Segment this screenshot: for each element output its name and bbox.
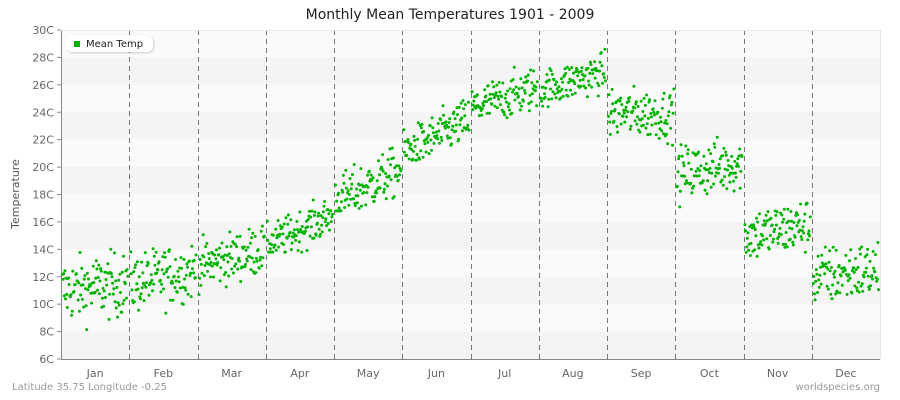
source-credit: worldspecies.org: [795, 382, 880, 393]
x-tick-label: Jul: [497, 367, 511, 380]
y-tick-label: 18C: [32, 189, 54, 202]
x-tick-label: Sep: [631, 367, 652, 380]
x-tick-label: Jan: [86, 367, 104, 380]
legend-label: Mean Temp: [86, 38, 144, 50]
y-tick-label: 6C: [39, 353, 54, 366]
legend: Mean Temp: [66, 36, 154, 52]
x-tick-label: Aug: [562, 367, 583, 380]
x-tick-label: Oct: [700, 367, 720, 380]
coordinates-caption: Latitude 35.75 Longitude -0.25: [12, 382, 167, 393]
x-tick-label: May: [357, 367, 380, 380]
y-axis-ticks: 6C 8C 10C 12C 14C 16C 18C 20C 22C 24C 26C 28C 30C: [32, 24, 61, 366]
x-tick-label: Mar: [221, 367, 242, 380]
chart-title: Monthly Mean Temperatures 1901 - 2009: [305, 7, 595, 23]
y-tick-label: 28C: [32, 51, 54, 64]
x-tick-label: Nov: [767, 367, 789, 380]
axes: [61, 30, 881, 360]
month-dividers: [129, 30, 813, 359]
background-bands: [61, 30, 880, 359]
x-tick-label: Dec: [835, 367, 856, 380]
y-tick-label: 22C: [32, 134, 54, 147]
x-axis-labels: Jan Feb Mar Apr May Jun Jul Aug Sep Oct Nov Dec: [86, 367, 857, 380]
y-tick-label: 14C: [32, 243, 54, 256]
y-tick-label: 20C: [32, 161, 54, 174]
y-tick-label: 16C: [32, 216, 54, 229]
x-tick-label: Apr: [290, 367, 310, 380]
y-tick-label: 24C: [32, 106, 54, 119]
y-axis-label: Temperature: [9, 159, 22, 230]
x-tick-label: Feb: [154, 367, 173, 380]
y-tick-label: 8C: [39, 326, 54, 339]
data-points: [61, 47, 880, 332]
y-tick-label: 26C: [32, 79, 54, 92]
y-tick-label: 30C: [32, 24, 54, 37]
legend-swatch-icon: [74, 41, 80, 47]
y-tick-label: 12C: [32, 271, 54, 284]
x-tick-label: Jun: [427, 367, 445, 380]
y-tick-label: 10C: [32, 298, 54, 311]
